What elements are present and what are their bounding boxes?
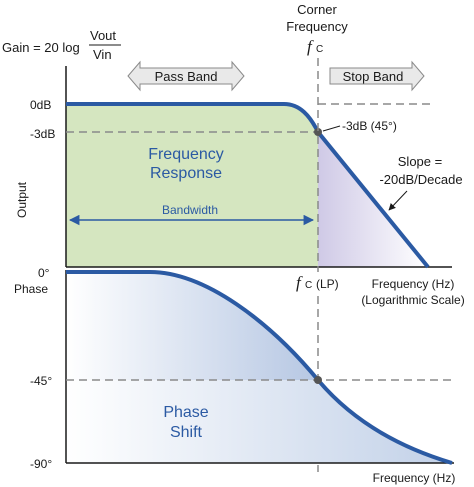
corner-label-line2: Frequency [286, 19, 348, 34]
corner-point [314, 128, 322, 136]
tick-0db: 0dB [30, 98, 51, 112]
gain-formula-prefix: Gain = 20 log [2, 40, 80, 55]
tick-minus45deg: -45° [30, 374, 52, 388]
pass-band-arrow: Pass Band [127, 60, 245, 92]
corner-point-leader [322, 125, 341, 132]
corner-point-label: -3dB (45°) [342, 119, 397, 133]
phase-curve [66, 270, 453, 465]
frequency-response-line1: Frequency [148, 146, 224, 163]
phase-shift-line1: Phase [163, 404, 208, 421]
pass-band-label: Pass Band [155, 69, 218, 84]
slope-arrow [388, 190, 408, 211]
passband-region [66, 104, 318, 267]
corner-lp-symbol: f [296, 273, 303, 292]
phase-shift-line2: Shift [170, 424, 203, 441]
stop-band-label: Stop Band [343, 69, 404, 84]
tick-minus3db: -3dB [30, 127, 55, 141]
phase-xlabel: Frequency (Hz) [373, 471, 456, 485]
frequency-response-line2: Response [150, 165, 222, 182]
corner-symbol: f [307, 37, 314, 56]
magnitude-ylabel: Output [15, 181, 29, 218]
phase-region-lower [66, 380, 452, 463]
corner-label-line1: Corner [297, 2, 337, 17]
tick-minus90deg: -90° [30, 457, 52, 471]
slope-label-line1: Slope = [398, 154, 442, 169]
gain-formula-numerator: Vout [90, 28, 116, 43]
corner-lp-sub: C [305, 280, 312, 291]
slope-label-line2: -20dB/Decade [379, 172, 462, 187]
magnitude-xlabel-line2: (Logarithmic Scale) [361, 293, 464, 307]
magnitude-xlabel-line1: Frequency (Hz) [372, 277, 455, 291]
corner-lp-suffix: (LP) [316, 277, 339, 291]
magnitude-plot: 0dB -3dB Output -3dB (45°) Frequency Res… [15, 66, 465, 307]
stop-band-arrow: Stop Band [329, 60, 425, 92]
phase-title: Phase [14, 282, 48, 296]
gain-formula-denominator: Vin [93, 47, 112, 62]
phase-region-upper [66, 272, 318, 380]
bandwidth-label: Bandwidth [162, 203, 218, 217]
phase-plot: Phase 0° -45° -90° Phase Shift Frequency… [14, 266, 455, 485]
phase-corner-point [314, 376, 322, 384]
tick-0deg: 0° [38, 266, 50, 280]
corner-symbol-sub: C [316, 44, 323, 55]
